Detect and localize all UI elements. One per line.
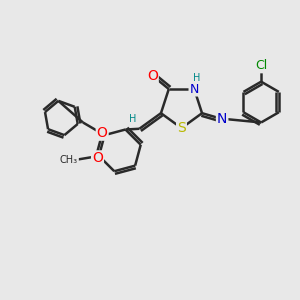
Text: H: H (193, 73, 200, 82)
Text: O: O (97, 126, 108, 140)
Text: O: O (92, 152, 103, 165)
Text: CH₃: CH₃ (60, 154, 78, 165)
Text: Cl: Cl (255, 59, 267, 72)
Text: N: N (217, 112, 227, 126)
Text: S: S (177, 121, 186, 134)
Text: O: O (147, 68, 158, 83)
Text: H: H (129, 114, 136, 124)
Text: N: N (190, 82, 199, 95)
